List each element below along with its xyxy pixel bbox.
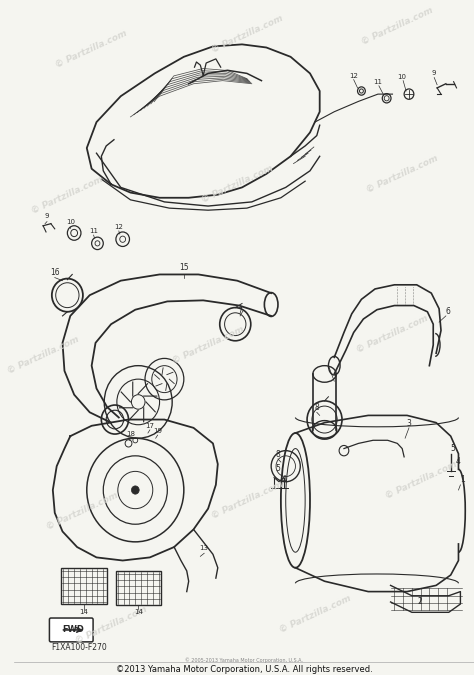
Text: 15: 15 bbox=[179, 263, 189, 272]
Text: 12: 12 bbox=[114, 224, 123, 230]
Text: © Partzilla.com: © Partzilla.com bbox=[210, 14, 284, 55]
Text: 16: 16 bbox=[50, 269, 60, 277]
Text: © Partzilla.com: © Partzilla.com bbox=[210, 480, 284, 521]
Text: 9: 9 bbox=[432, 70, 437, 76]
Text: 14: 14 bbox=[80, 610, 88, 616]
Text: 5: 5 bbox=[450, 443, 455, 453]
Text: 3: 3 bbox=[407, 418, 411, 428]
Text: © Partzilla.com: © Partzilla.com bbox=[384, 459, 459, 500]
Bar bbox=[61, 568, 107, 604]
Text: © Partzilla.com: © Partzilla.com bbox=[355, 314, 430, 355]
Text: 4: 4 bbox=[456, 457, 461, 466]
Text: 1: 1 bbox=[460, 475, 465, 484]
Text: 19: 19 bbox=[153, 428, 162, 434]
FancyBboxPatch shape bbox=[49, 618, 93, 642]
Text: © Partzilla.com: © Partzilla.com bbox=[45, 490, 119, 531]
Text: 6: 6 bbox=[446, 307, 450, 316]
Text: 5: 5 bbox=[275, 464, 281, 473]
Text: 7: 7 bbox=[237, 307, 243, 316]
Text: 17: 17 bbox=[146, 423, 155, 429]
Text: 8: 8 bbox=[314, 403, 319, 412]
Text: © Partzilla.com: © Partzilla.com bbox=[6, 335, 81, 376]
Text: © Partzilla.com: © Partzilla.com bbox=[30, 174, 105, 215]
Text: © Partzilla.com: © Partzilla.com bbox=[171, 325, 246, 365]
Text: ©2013 Yamaha Motor Corporation, U.S.A. All rights reserved.: ©2013 Yamaha Motor Corporation, U.S.A. A… bbox=[116, 665, 373, 674]
Text: 10: 10 bbox=[66, 219, 75, 225]
Text: 11: 11 bbox=[89, 228, 98, 234]
Text: © Partzilla.com: © Partzilla.com bbox=[360, 5, 435, 47]
Text: 13: 13 bbox=[200, 545, 209, 551]
Text: 14: 14 bbox=[134, 610, 143, 616]
Text: 2: 2 bbox=[417, 597, 422, 606]
Text: © Partzilla.com: © Partzilla.com bbox=[200, 164, 274, 205]
Text: © Partzilla.com: © Partzilla.com bbox=[365, 153, 439, 194]
Bar bbox=[116, 571, 161, 605]
Text: 18: 18 bbox=[126, 431, 135, 437]
Text: © 2005-2013 Yamaha Motor Corporation, U.S.A.: © 2005-2013 Yamaha Motor Corporation, U.… bbox=[185, 657, 303, 663]
Text: © Partzilla.com: © Partzilla.com bbox=[74, 604, 148, 645]
Text: © Partzilla.com: © Partzilla.com bbox=[55, 29, 129, 70]
Text: © Partzilla.com: © Partzilla.com bbox=[278, 594, 352, 635]
Text: 9: 9 bbox=[45, 213, 49, 219]
Text: 4: 4 bbox=[282, 475, 286, 484]
Circle shape bbox=[131, 486, 139, 494]
Text: F1XA100-F270: F1XA100-F270 bbox=[51, 643, 107, 652]
Text: 11: 11 bbox=[374, 79, 383, 85]
Text: 8: 8 bbox=[275, 450, 280, 459]
Text: FWD: FWD bbox=[62, 626, 84, 634]
Text: 12: 12 bbox=[349, 72, 358, 78]
Text: 10: 10 bbox=[398, 74, 407, 80]
